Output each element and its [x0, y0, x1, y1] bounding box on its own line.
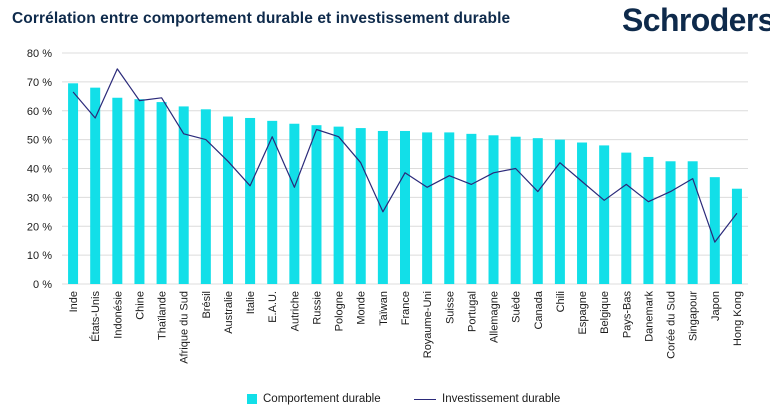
- x-tick-label: Brésil: [201, 291, 213, 319]
- x-tick-label: Chine: [134, 291, 146, 320]
- bar: [156, 102, 167, 285]
- x-tick-label: Monde: [356, 291, 368, 325]
- legend-item-line: Investissement durable: [414, 393, 560, 405]
- bar: [333, 126, 344, 284]
- bar: [665, 161, 676, 284]
- x-tick-label: Hong Kong: [732, 291, 744, 346]
- bar: [245, 117, 256, 284]
- series-line: [72, 68, 738, 243]
- chart-plot: 0 % 10 % 20 % 30 % 40 % 50 % 60 % 70 % 80 % Inde É…: [27, 48, 748, 364]
- x-tick-label: Inde: [68, 291, 80, 312]
- bar: [599, 145, 610, 284]
- x-tick-label: Pays-Bas: [621, 291, 633, 339]
- x-tick-label: États-Unis: [89, 291, 102, 342]
- x-tick-label: Taïwan: [378, 291, 390, 326]
- bar: [134, 99, 145, 284]
- x-tick-label: Danemark: [643, 291, 655, 342]
- bar: [687, 161, 698, 284]
- bar: [643, 156, 654, 284]
- bar: [400, 130, 410, 284]
- chart-title: Corrélation entre comportement durable e…: [12, 10, 511, 27]
- x-tick-label: Canada: [533, 290, 545, 329]
- bar: [112, 97, 123, 284]
- x-tick-label: Chili: [555, 291, 567, 312]
- bar: [488, 135, 499, 284]
- y-tick-label: 40 %: [27, 164, 52, 176]
- bar: [510, 136, 521, 284]
- legend-bar-swatch: [247, 394, 257, 404]
- bar: [466, 133, 477, 284]
- bar: [709, 177, 720, 284]
- y-tick-label: 80 %: [27, 48, 52, 60]
- y-tick-label: 70 %: [27, 77, 52, 89]
- x-tick-label: Suisse: [444, 291, 456, 324]
- x-tick-label: Japon: [710, 291, 722, 321]
- x-tick-label: Portugal: [466, 291, 478, 332]
- bar: [731, 188, 742, 284]
- x-tick-label: Autriche: [289, 291, 301, 331]
- bar: [222, 116, 233, 285]
- bar: [355, 128, 366, 284]
- bar: [200, 109, 211, 285]
- brand-logo: Schroders: [622, 2, 770, 38]
- bar: [267, 120, 278, 284]
- x-tick-label: Thaïlande: [157, 291, 169, 340]
- bar: [68, 83, 79, 284]
- bar: [577, 142, 588, 284]
- y-tick-label: 30 %: [27, 192, 52, 204]
- y-tick-label: 60 %: [27, 106, 52, 118]
- y-tick-label: 20 %: [27, 221, 52, 233]
- x-tick-label: Belgique: [599, 291, 611, 334]
- x-tick-label: Australie: [223, 291, 235, 334]
- x-tick-label: France: [400, 291, 412, 325]
- y-tick-label: 10 %: [27, 250, 52, 262]
- x-tick-label: Royaume-Uni: [422, 291, 434, 358]
- x-tick-label: Corée du Sud: [666, 291, 678, 359]
- legend-label: Comportement durable: [263, 393, 381, 405]
- x-tick-label: Afrique du Sud: [179, 291, 191, 364]
- bar: [444, 132, 455, 284]
- bar: [289, 123, 300, 285]
- legend-item-bars: Comportement durable: [247, 393, 381, 405]
- bar: [422, 132, 433, 284]
- legend-label: Investissement durable: [442, 393, 561, 405]
- bar: [554, 139, 565, 284]
- bar: [311, 125, 322, 284]
- x-tick-label: Allemagne: [489, 291, 501, 343]
- x-tick-label: E.A.U.: [267, 291, 279, 323]
- x-tick-label: Russie: [311, 291, 323, 325]
- bar: [532, 138, 543, 284]
- x-tick-label: Italie: [245, 291, 257, 314]
- bar: [90, 87, 101, 285]
- x-tick-label: Indonésie: [112, 291, 124, 339]
- legend-line-swatch: [414, 398, 436, 400]
- x-tick-label: Suède: [511, 291, 523, 323]
- y-tick-label: 0 %: [33, 279, 52, 291]
- bar: [621, 152, 632, 284]
- x-tick-label: Pologne: [334, 291, 346, 331]
- chart-legend: Comportement durable Investissement dura…: [0, 393, 770, 411]
- x-tick-label: Espagne: [577, 291, 589, 334]
- bar: [377, 130, 388, 284]
- y-tick-label: 50 %: [27, 135, 52, 147]
- x-tick-label: Singapour: [688, 291, 700, 341]
- bar: [178, 106, 189, 284]
